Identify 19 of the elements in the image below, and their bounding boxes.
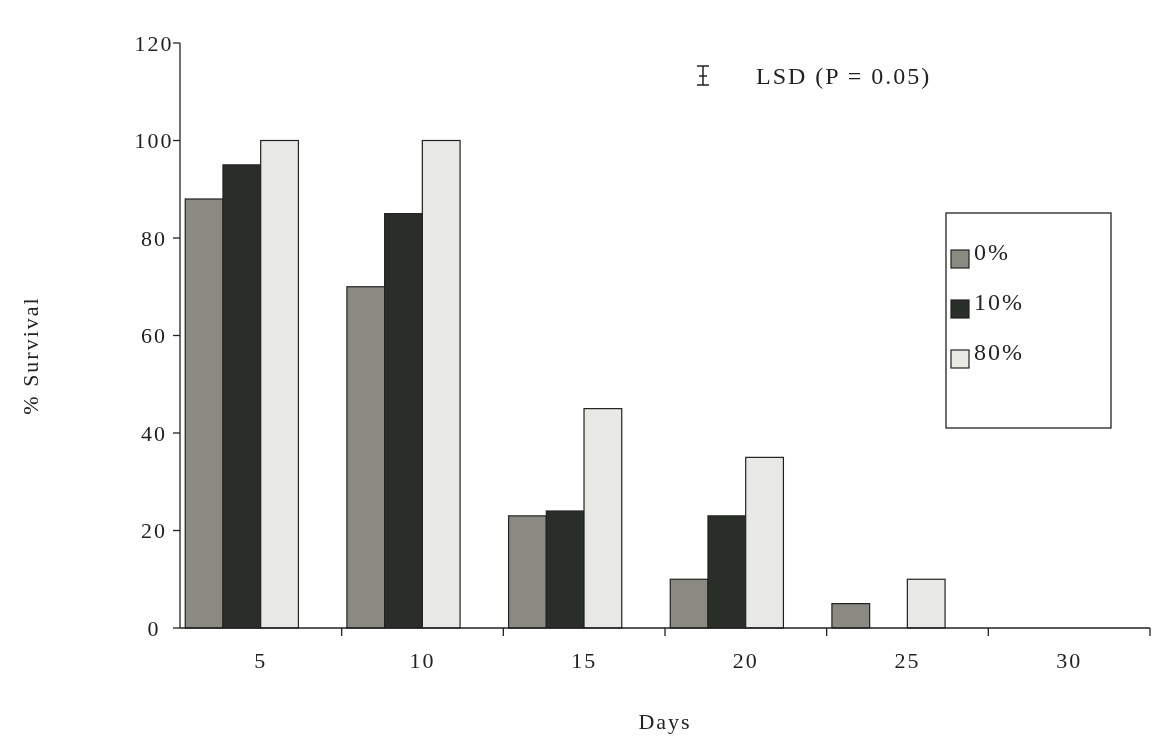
legend-label: 80% (974, 339, 1024, 365)
x-tick-label: 10 (409, 648, 436, 673)
x-tick-label: 25 (894, 648, 921, 673)
y-tick-label: 120 (134, 30, 174, 56)
y-axis-title: % Survival (18, 296, 43, 415)
x-axis-title: Days (638, 709, 692, 734)
annotation: LSD (P = 0.05) (756, 63, 932, 89)
x-tick-label: 5 (254, 648, 268, 673)
y-tick-label: 40 (141, 420, 167, 446)
x-tick-label: 30 (1056, 648, 1083, 673)
y-tick-label: 80 (141, 225, 167, 251)
y-tick-label: 60 (141, 323, 167, 349)
y-tick-label: 100 (134, 128, 174, 154)
x-tick-label: 20 (732, 648, 759, 673)
x-tick-label: 15 (571, 648, 598, 673)
y-tick-label: 0 (147, 615, 161, 641)
legend-label: 10% (974, 289, 1024, 315)
y-tick-label: 20 (141, 518, 167, 544)
legend-label: 0% (974, 239, 1010, 265)
